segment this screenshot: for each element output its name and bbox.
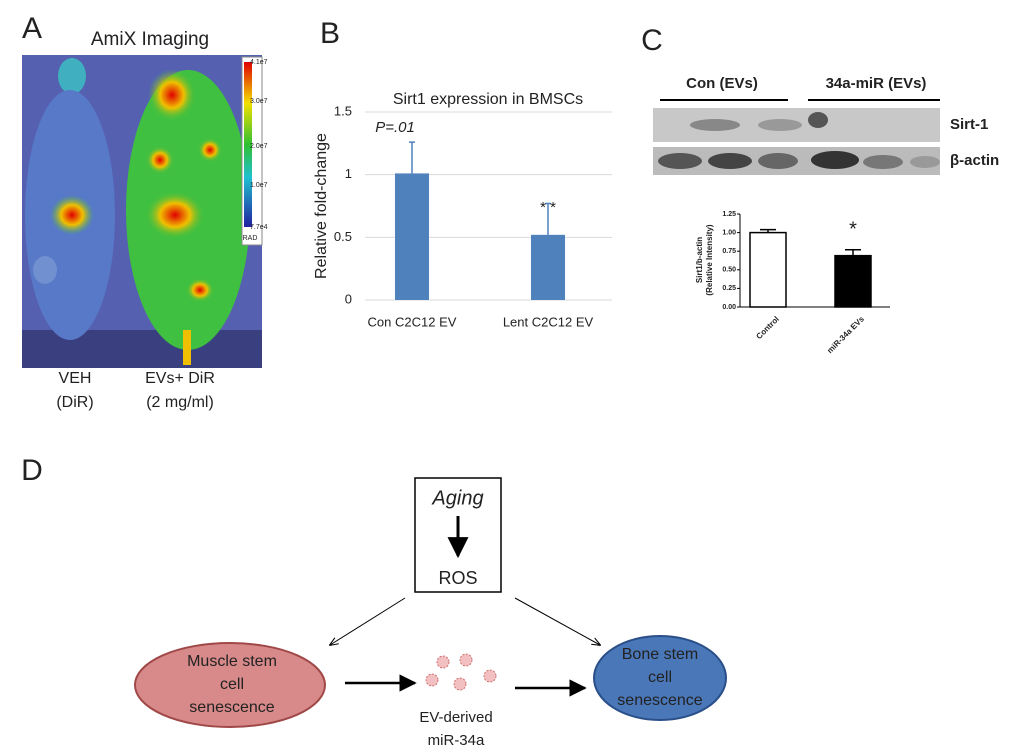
blot-group: 34a-miR (EVs) [826, 75, 927, 92]
bar [749, 231, 787, 308]
blot-group: Con (EVs) [686, 75, 758, 92]
error-bar [760, 228, 776, 233]
error-bar [545, 202, 551, 235]
x-tick-label: Con C2C12 EV [368, 314, 457, 329]
diagram-box-top: Aging [431, 487, 483, 509]
y-tick-label: 0.00 [722, 304, 736, 311]
node-text: Muscle stem [187, 653, 277, 670]
y-tick-label: 0 [345, 291, 352, 306]
annotation: P=.01 [375, 119, 415, 136]
annotation: * * [540, 199, 556, 216]
panel-label: C [641, 24, 663, 57]
bar [531, 234, 565, 300]
scale-label: RAD [243, 235, 258, 242]
y-axis-label: Sirt1/b-actin [695, 237, 704, 283]
imaging-caption: (2 mg/ml) [146, 394, 214, 411]
scale-label: 4.1e7 [250, 59, 268, 66]
imaging-caption: (DiR) [56, 394, 93, 411]
scale-label: 1.0e7 [250, 182, 268, 189]
diagram-box-bottom: ROS [438, 568, 477, 588]
imaging-picture [22, 55, 263, 368]
annotation: * [849, 218, 857, 240]
y-tick-label: 0.50 [722, 267, 736, 274]
y-tick-label: 1.5 [334, 103, 352, 118]
ev-label: EV-derived [419, 709, 492, 726]
y-axis-label: (Relative Intensity) [705, 224, 714, 295]
x-tick-label: miR-34a EVs [825, 314, 866, 355]
chart-title: Sirt1 expression in BMSCs [393, 91, 583, 108]
blot-image [653, 99, 940, 175]
x-tick-label: Lent C2C12 EV [503, 314, 594, 329]
bar [834, 254, 872, 308]
scale-label: 2.0e7 [250, 143, 268, 150]
node-text: senescence [189, 699, 274, 716]
panel-label: D [21, 454, 43, 487]
imaging-caption: EVs+ DiR [145, 370, 215, 387]
y-tick-label: 0.75 [722, 248, 736, 255]
node-text: cell [220, 676, 244, 693]
scale-label: 3.0e7 [250, 98, 268, 105]
y-tick-label: 0.5 [334, 229, 352, 244]
imaging-caption: VEH [59, 370, 92, 387]
y-tick-label: 0.25 [722, 285, 736, 292]
diagram-shapes [134, 477, 727, 728]
panel-label: B [320, 17, 340, 50]
error-bar [845, 248, 861, 256]
x-tick-label: Control [754, 315, 780, 341]
error-bar [409, 141, 415, 174]
blot-band: Sirt-1 [950, 116, 988, 133]
imaging-title: AmiX Imaging [91, 29, 209, 50]
y-tick-label: 1 [345, 166, 352, 181]
node-text: senescence [617, 692, 702, 709]
scale-label: 7.7e4 [250, 224, 268, 231]
bar [395, 173, 429, 300]
ev-label: miR-34a [428, 732, 485, 749]
node-text: cell [648, 669, 672, 686]
y-tick-label: 1.00 [722, 229, 736, 236]
y-tick-label: 1.25 [722, 211, 736, 218]
blot-band: β-actin [950, 152, 999, 169]
panel-label: A [22, 12, 42, 45]
node-text: Bone stem [622, 646, 698, 663]
y-axis-label: Relative fold-change [313, 133, 330, 279]
